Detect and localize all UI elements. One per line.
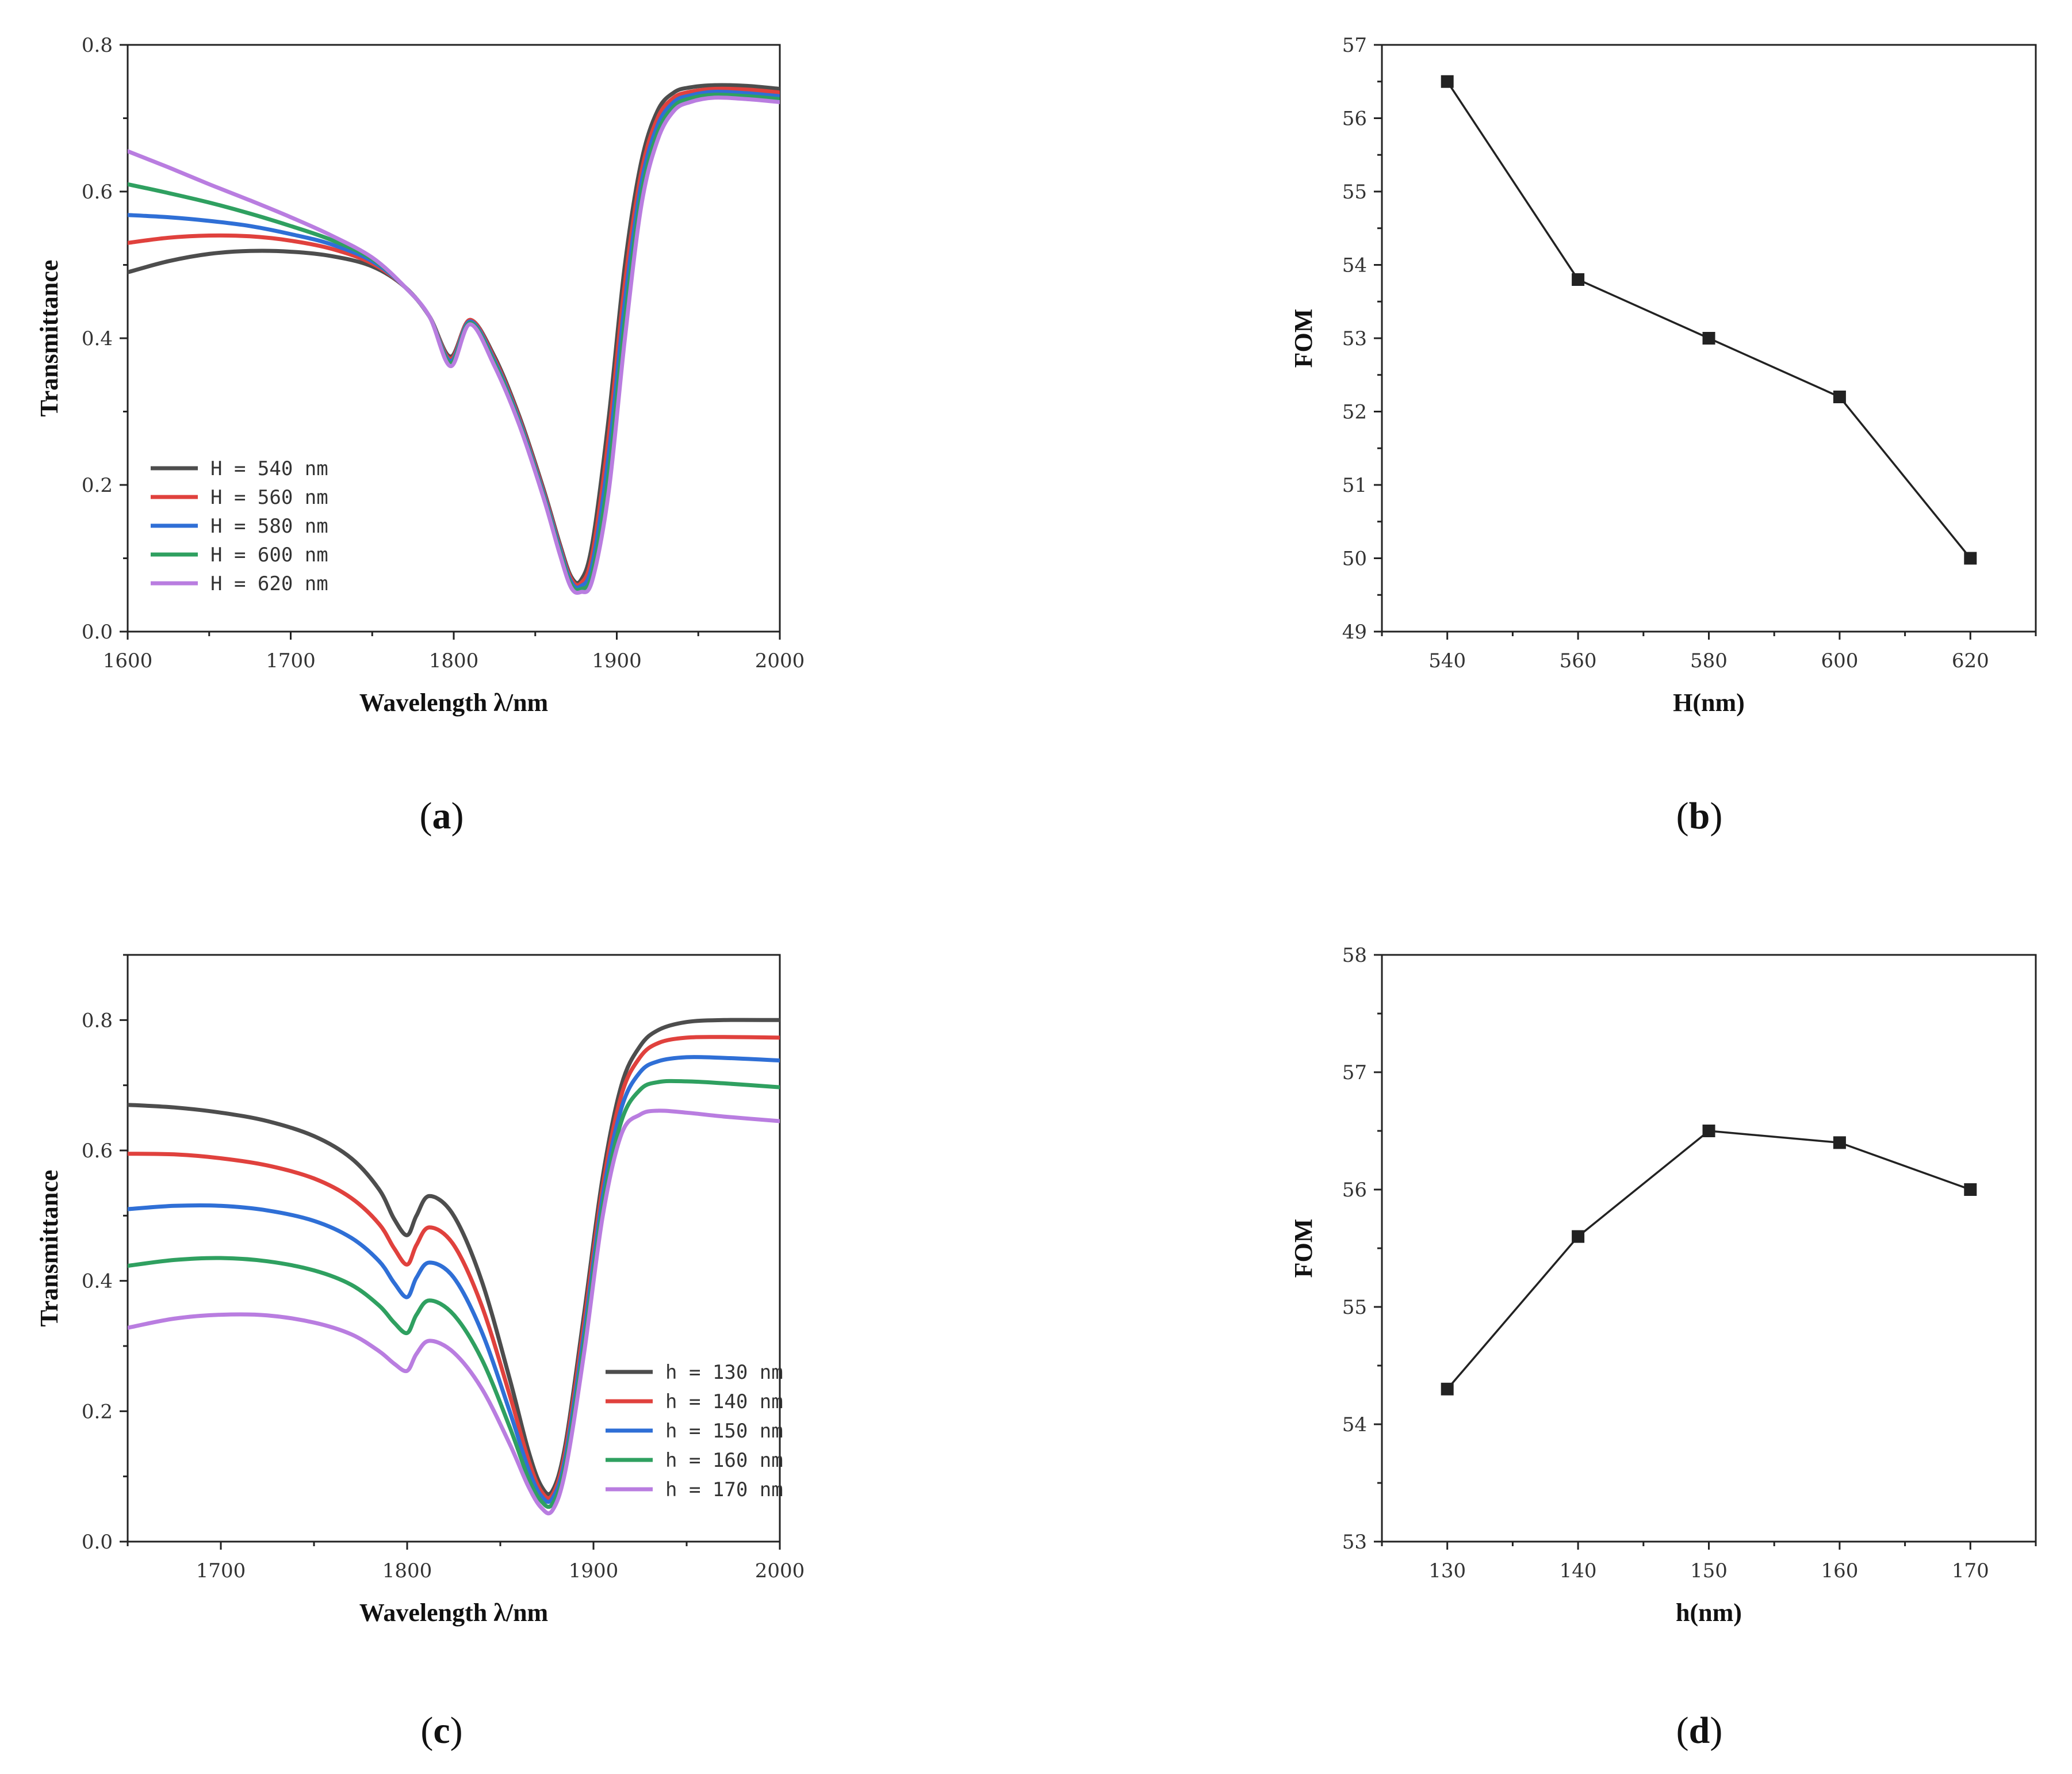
data-point-marker [1702,1125,1715,1137]
series-line-3 [128,89,780,590]
data-point-marker [1572,273,1585,286]
legend-label-1: h = 130 nm [665,1361,783,1384]
y-tick-label: 0.2 [82,474,113,497]
x-tick-label: 2000 [755,649,805,672]
legend-label-3: h = 150 nm [665,1420,783,1443]
y-tick-label: 0.0 [82,1531,113,1554]
y-tick-label: 55 [1342,181,1367,204]
y-tick-label: 52 [1342,401,1367,424]
y-tick-label: 0.6 [82,1140,113,1163]
x-axis-title: h(nm) [1676,1599,1742,1627]
data-point-marker [1964,552,1977,565]
y-tick-label: 56 [1342,1179,1367,1202]
x-tick-label: 600 [1821,649,1858,672]
y-axis-title: FOM [1289,309,1317,368]
y-tick-label: 49 [1342,621,1367,644]
x-tick-label: 1900 [569,1559,619,1582]
series-line-2 [128,1035,780,1500]
y-tick-label: 57 [1342,34,1367,57]
y-tick-label: 0.2 [82,1400,113,1423]
legend-label-2: H = 560 nm [210,486,328,509]
y-tick-label: 54 [1342,1413,1367,1436]
y-tick-label: 55 [1342,1296,1367,1319]
x-axis-title: Wavelength λ/nm [359,1599,548,1627]
series-line-3 [128,1055,780,1504]
panel-a-transmittance-vs-H: 1600 1700 1800 1900 2000 0.0 0.2 0.4 0.6 0.8 Wavel… [35,34,805,717]
x-tick-label: 2000 [755,1559,805,1582]
y-tick-label: 0.8 [82,34,113,57]
data-point-marker [1833,391,1846,403]
y-tick-label: 58 [1342,944,1367,967]
series-line-5 [128,1108,780,1516]
panel-b-label: (b) [1676,795,1723,837]
legend-label-4: h = 160 nm [665,1449,783,1472]
x-tick-label: 540 [1428,649,1466,672]
panel-b-fom-vs-H: 540 560 580 600 620 49 50 51 52 53 54 55 56 57 H(nm) FO… [1289,34,2037,717]
legend-label-3: H = 580 nm [210,515,328,538]
y-tick-label: 56 [1342,108,1367,131]
plot-frame [1381,954,2037,1543]
series-line-1 [128,1018,780,1497]
series-line-2 [128,86,780,587]
x-tick-label: 580 [1690,649,1728,672]
y-tick-label: 57 [1342,1061,1367,1084]
data-point-marker [1441,75,1454,88]
y-tick-label: 50 [1342,548,1367,571]
y-tick-label: 0.0 [82,621,113,644]
x-tick-label: 170 [1952,1559,1989,1582]
x-tick-label: 130 [1428,1559,1466,1582]
data-point-marker [1572,1230,1585,1243]
x-tick-label: 160 [1821,1559,1858,1582]
panel-c-label: (c) [420,1710,462,1752]
data-point-marker [1833,1136,1846,1149]
y-axis-title: Transmittance [35,1170,63,1327]
x-tick-label: 1800 [429,649,479,672]
series-line-4 [128,1079,780,1509]
x-tick-label: 1700 [196,1559,246,1582]
legend-label-4: H = 600 nm [210,544,328,567]
y-tick-label: 53 [1342,1531,1367,1554]
y-tick-label: 51 [1342,474,1367,497]
y-tick-label: 0.4 [82,327,113,350]
x-tick-label: 1600 [103,649,153,672]
data-point-marker [1964,1183,1977,1196]
y-axis-title: FOM [1289,1219,1317,1278]
x-axis-title: H(nm) [1673,689,1745,717]
legend-label-2: h = 140 nm [665,1390,783,1413]
y-tick-label: 0.6 [82,181,113,204]
series-line-1 [1446,81,1972,560]
panel-c-transmittance-vs-h: 1700 1800 1900 2000 0.0 0.2 0.4 0.6 0.8 Wavelengt… [35,954,805,1627]
plot-frame [127,954,781,1543]
panel-d-label: (d) [1676,1710,1723,1752]
legend-label-1: H = 540 nm [210,457,328,480]
y-axis-title: Transmittance [35,260,63,417]
data-point-marker [1702,332,1715,345]
series-line-5 [128,95,780,595]
x-tick-label: 1700 [266,649,316,672]
y-tick-label: 53 [1342,327,1367,350]
y-tick-label: 54 [1342,254,1367,277]
x-tick-label: 140 [1560,1559,1597,1582]
x-tick-label: 1800 [382,1559,432,1582]
legend-label-5: h = 170 nm [665,1478,783,1501]
series-line-1 [1446,1130,1972,1390]
y-tick-label: 0.4 [82,1270,113,1293]
panel-d-fom-vs-h: 130 140 150 160 170 53 54 55 56 57 58 h(nm) FOM [1289,944,2037,1627]
x-axis-title: Wavelength λ/nm [359,689,548,717]
x-tick-label: 150 [1690,1559,1728,1582]
x-tick-label: 560 [1560,649,1597,672]
legend-label-5: H = 620 nm [210,572,328,595]
panel-a-label: (a) [420,795,464,837]
y-tick-label: 0.8 [82,1009,113,1032]
data-point-marker [1441,1382,1454,1396]
x-tick-label: 620 [1952,649,1989,672]
x-tick-label: 1900 [592,649,642,672]
